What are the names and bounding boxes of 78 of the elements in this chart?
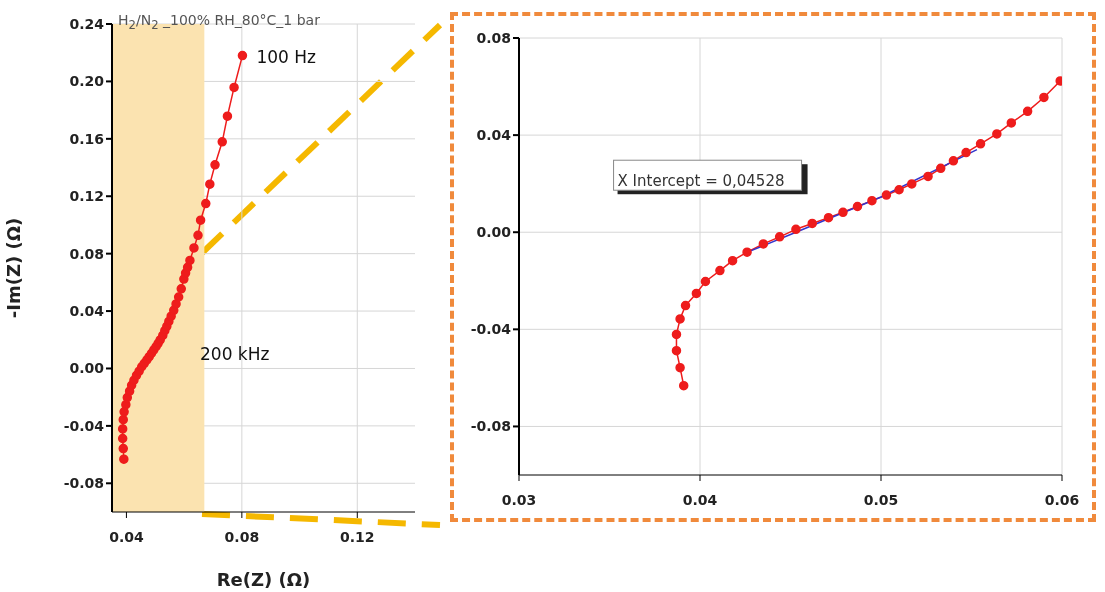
point <box>201 198 211 209</box>
point <box>117 424 128 434</box>
point <box>118 443 128 454</box>
y-tick-label: 0.00 <box>69 360 105 377</box>
point <box>935 163 946 174</box>
point <box>217 137 227 147</box>
point <box>923 171 933 182</box>
point <box>881 190 892 200</box>
point <box>119 407 129 417</box>
point <box>774 232 785 242</box>
x-tick-label: 0.03 <box>501 491 537 508</box>
y-tick-label: -0.08 <box>63 475 104 492</box>
x-tick-label: 0.06 <box>1044 491 1080 508</box>
point <box>222 111 233 121</box>
point <box>823 212 834 223</box>
x-tick-label: 0.04 <box>682 491 718 508</box>
point <box>193 230 203 241</box>
point <box>675 362 685 373</box>
annotation: 100 Hz <box>256 46 317 67</box>
point <box>675 314 685 324</box>
point <box>671 329 682 340</box>
point <box>758 239 769 249</box>
y-tick-label: 0.08 <box>476 29 511 46</box>
point <box>1006 118 1017 128</box>
annotation: X Intercept = 0,04528 <box>617 171 785 190</box>
y-tick-label: -0.08 <box>470 418 511 435</box>
point <box>852 201 863 212</box>
point <box>189 243 199 253</box>
point <box>678 380 689 391</box>
y-tick-label: 0.08 <box>69 245 104 262</box>
x-tick-label: 0.12 <box>340 528 375 545</box>
point <box>807 218 817 229</box>
point <box>237 50 248 61</box>
point <box>1022 106 1033 117</box>
point <box>185 255 195 266</box>
point <box>691 288 702 299</box>
y-tick-label: 0.00 <box>476 224 512 241</box>
y-tick-label: 0.04 <box>476 127 512 144</box>
point <box>961 147 971 158</box>
x-tick-label: 0.05 <box>863 491 899 508</box>
y-tick-label: 0.24 <box>69 15 105 32</box>
point <box>992 129 1002 139</box>
y-axis-title: -Im(Z) (Ω) <box>3 217 25 319</box>
point <box>791 224 801 235</box>
point <box>742 247 752 257</box>
point <box>117 433 128 444</box>
point <box>867 195 877 206</box>
point <box>700 276 711 287</box>
y-tick-label: -0.04 <box>470 321 512 338</box>
point <box>210 160 220 170</box>
point <box>205 179 215 189</box>
y-tick-label: 0.12 <box>69 188 104 205</box>
y-tick-label: 0.20 <box>69 73 105 90</box>
y-tick-label: 0.04 <box>69 303 105 320</box>
x-tick-label: 0.04 <box>109 528 144 545</box>
point <box>118 414 128 425</box>
x-axis-title: Re(Z) (Ω) <box>216 569 311 590</box>
point <box>680 300 691 311</box>
point <box>171 299 181 309</box>
point <box>948 156 959 166</box>
y-tick-label: 0.16 <box>69 130 104 147</box>
point <box>119 454 129 464</box>
point <box>894 184 904 195</box>
point <box>671 345 682 356</box>
x-tick-label: 0.08 <box>224 528 260 545</box>
annotation: 200 kHz <box>200 344 270 364</box>
point <box>173 292 184 302</box>
point <box>195 215 206 225</box>
y-tick-label: -0.04 <box>63 417 105 434</box>
point <box>715 265 725 276</box>
point <box>907 179 917 189</box>
point <box>1039 92 1049 103</box>
point <box>975 139 986 149</box>
point <box>176 284 187 294</box>
chart-title: H$_{2}$/N$_{2}$ _100% RH_80°C_1 bar <box>118 12 320 32</box>
point <box>838 207 848 218</box>
point <box>229 82 239 93</box>
point <box>727 255 738 266</box>
